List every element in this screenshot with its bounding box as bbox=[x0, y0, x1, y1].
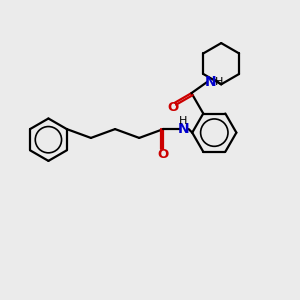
Text: H: H bbox=[179, 116, 188, 126]
Text: N: N bbox=[205, 75, 216, 89]
Text: O: O bbox=[168, 101, 179, 115]
Text: O: O bbox=[158, 148, 169, 161]
Text: H: H bbox=[215, 77, 223, 87]
Text: N: N bbox=[178, 122, 189, 136]
